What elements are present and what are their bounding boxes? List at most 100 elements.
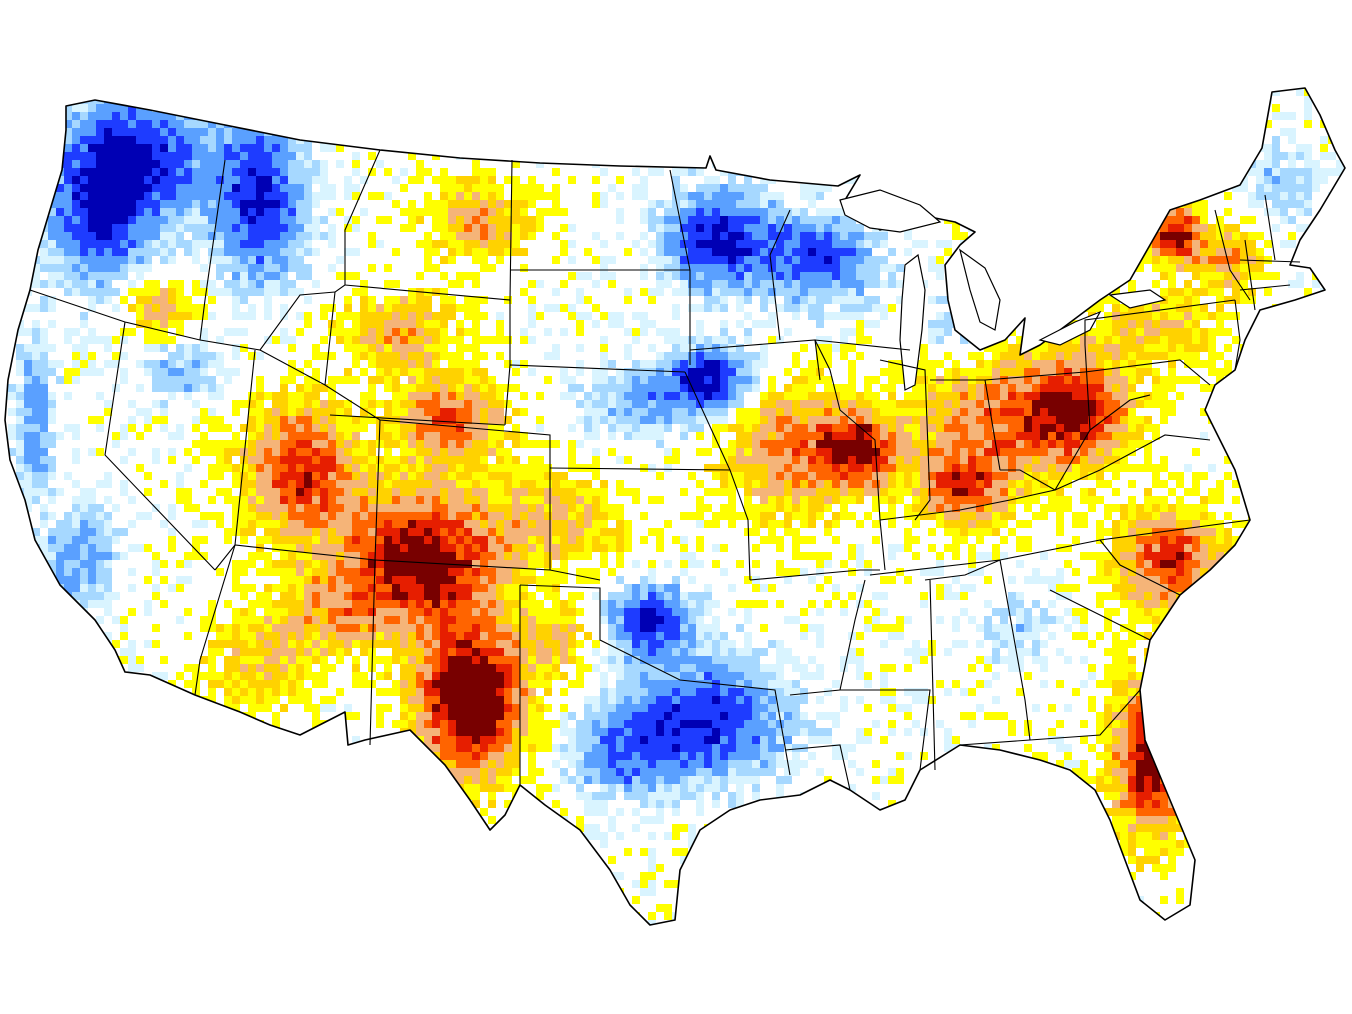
anomaly-cell — [1176, 264, 1184, 272]
anomaly-cell — [552, 304, 560, 312]
anomaly-cell — [432, 328, 440, 336]
anomaly-cell — [464, 232, 472, 240]
anomaly-cell — [688, 392, 696, 400]
anomaly-cell — [216, 160, 224, 168]
anomaly-cell — [800, 408, 808, 416]
anomaly-cell — [688, 208, 696, 216]
anomaly-cell — [248, 280, 256, 288]
anomaly-cell — [216, 368, 224, 376]
anomaly-cell — [704, 216, 712, 224]
anomaly-cell — [840, 448, 848, 456]
anomaly-cell — [192, 160, 200, 168]
anomaly-cell — [752, 416, 760, 424]
anomaly-cell — [1248, 80, 1256, 88]
anomaly-cell — [544, 192, 552, 200]
anomaly-cell — [96, 280, 104, 288]
anomaly-cell — [1000, 248, 1008, 256]
anomaly-cell — [696, 120, 704, 128]
anomaly-cell — [608, 424, 616, 432]
anomaly-cell — [600, 376, 608, 384]
anomaly-cell — [1088, 448, 1096, 456]
anomaly-cell — [1032, 448, 1040, 456]
anomaly-cell — [192, 256, 200, 264]
anomaly-cell — [64, 208, 72, 216]
anomaly-cell — [832, 416, 840, 424]
anomaly-cell — [1256, 176, 1264, 184]
anomaly-cell — [744, 232, 752, 240]
anomaly-cell — [664, 248, 672, 256]
anomaly-cell — [1280, 168, 1288, 176]
anomaly-cell — [1040, 248, 1048, 256]
anomaly-cell — [1000, 400, 1008, 408]
anomaly-cell — [960, 400, 968, 408]
anomaly-cell — [56, 104, 64, 112]
anomaly-cell — [992, 352, 1000, 360]
anomaly-cell — [1016, 336, 1024, 344]
anomaly-cell — [728, 288, 736, 296]
anomaly-cell — [256, 96, 264, 104]
anomaly-cell — [712, 224, 720, 232]
anomaly-cell — [752, 264, 760, 272]
anomaly-cell — [184, 312, 192, 320]
anomaly-cell — [368, 480, 376, 488]
anomaly-cell — [1192, 376, 1200, 384]
anomaly-cell — [224, 288, 232, 296]
anomaly-cell — [216, 440, 224, 448]
anomaly-cell — [1000, 472, 1008, 480]
anomaly-cell — [424, 96, 432, 104]
anomaly-cell — [40, 368, 48, 376]
anomaly-cell — [664, 264, 672, 272]
anomaly-cell — [1016, 416, 1024, 424]
anomaly-cell — [120, 184, 128, 192]
anomaly-cell — [80, 368, 88, 376]
anomaly-cell — [8, 384, 16, 392]
anomaly-cell — [952, 416, 960, 424]
anomaly-cell — [264, 256, 272, 264]
anomaly-cell — [744, 336, 752, 344]
anomaly-cell — [328, 400, 336, 408]
anomaly-cell — [280, 184, 288, 192]
anomaly-cell — [264, 136, 272, 144]
anomaly-cell — [680, 408, 688, 416]
anomaly-cell — [72, 112, 80, 120]
anomaly-cell — [168, 240, 176, 248]
anomaly-cell — [432, 464, 440, 472]
anomaly-cell — [736, 376, 744, 384]
anomaly-cell — [704, 392, 712, 400]
anomaly-cell — [968, 200, 976, 208]
anomaly-cell — [160, 480, 168, 488]
anomaly-cell — [824, 240, 832, 248]
anomaly-cell — [280, 424, 288, 432]
anomaly-cell — [720, 224, 728, 232]
anomaly-cell — [480, 208, 488, 216]
anomaly-cell — [1344, 392, 1345, 400]
anomaly-cell — [1016, 344, 1024, 352]
anomaly-cell — [128, 280, 136, 288]
anomaly-cell — [1168, 320, 1176, 328]
anomaly-cell — [208, 144, 216, 152]
anomaly-cell — [480, 352, 488, 360]
anomaly-cell — [1088, 360, 1096, 368]
anomaly-cell — [1104, 344, 1112, 352]
anomaly-cell — [280, 216, 288, 224]
anomaly-cell — [512, 208, 520, 216]
anomaly-cell — [976, 472, 984, 480]
anomaly-cell — [808, 472, 816, 480]
anomaly-cell — [872, 472, 880, 480]
anomaly-cell — [384, 216, 392, 224]
anomaly-cell — [336, 144, 344, 152]
anomaly-cell — [8, 432, 16, 440]
anomaly-cell — [944, 240, 952, 248]
anomaly-cell — [88, 360, 96, 368]
anomaly-cell — [640, 288, 648, 296]
anomaly-cell — [448, 200, 456, 208]
anomaly-cell — [352, 352, 360, 360]
anomaly-cell — [224, 448, 232, 456]
anomaly-cell — [400, 472, 408, 480]
anomaly-cell — [88, 176, 96, 184]
anomaly-cell — [624, 376, 632, 384]
anomaly-cell — [120, 480, 128, 488]
anomaly-cell — [960, 80, 968, 88]
anomaly-cell — [608, 184, 616, 192]
anomaly-cell — [776, 224, 784, 232]
